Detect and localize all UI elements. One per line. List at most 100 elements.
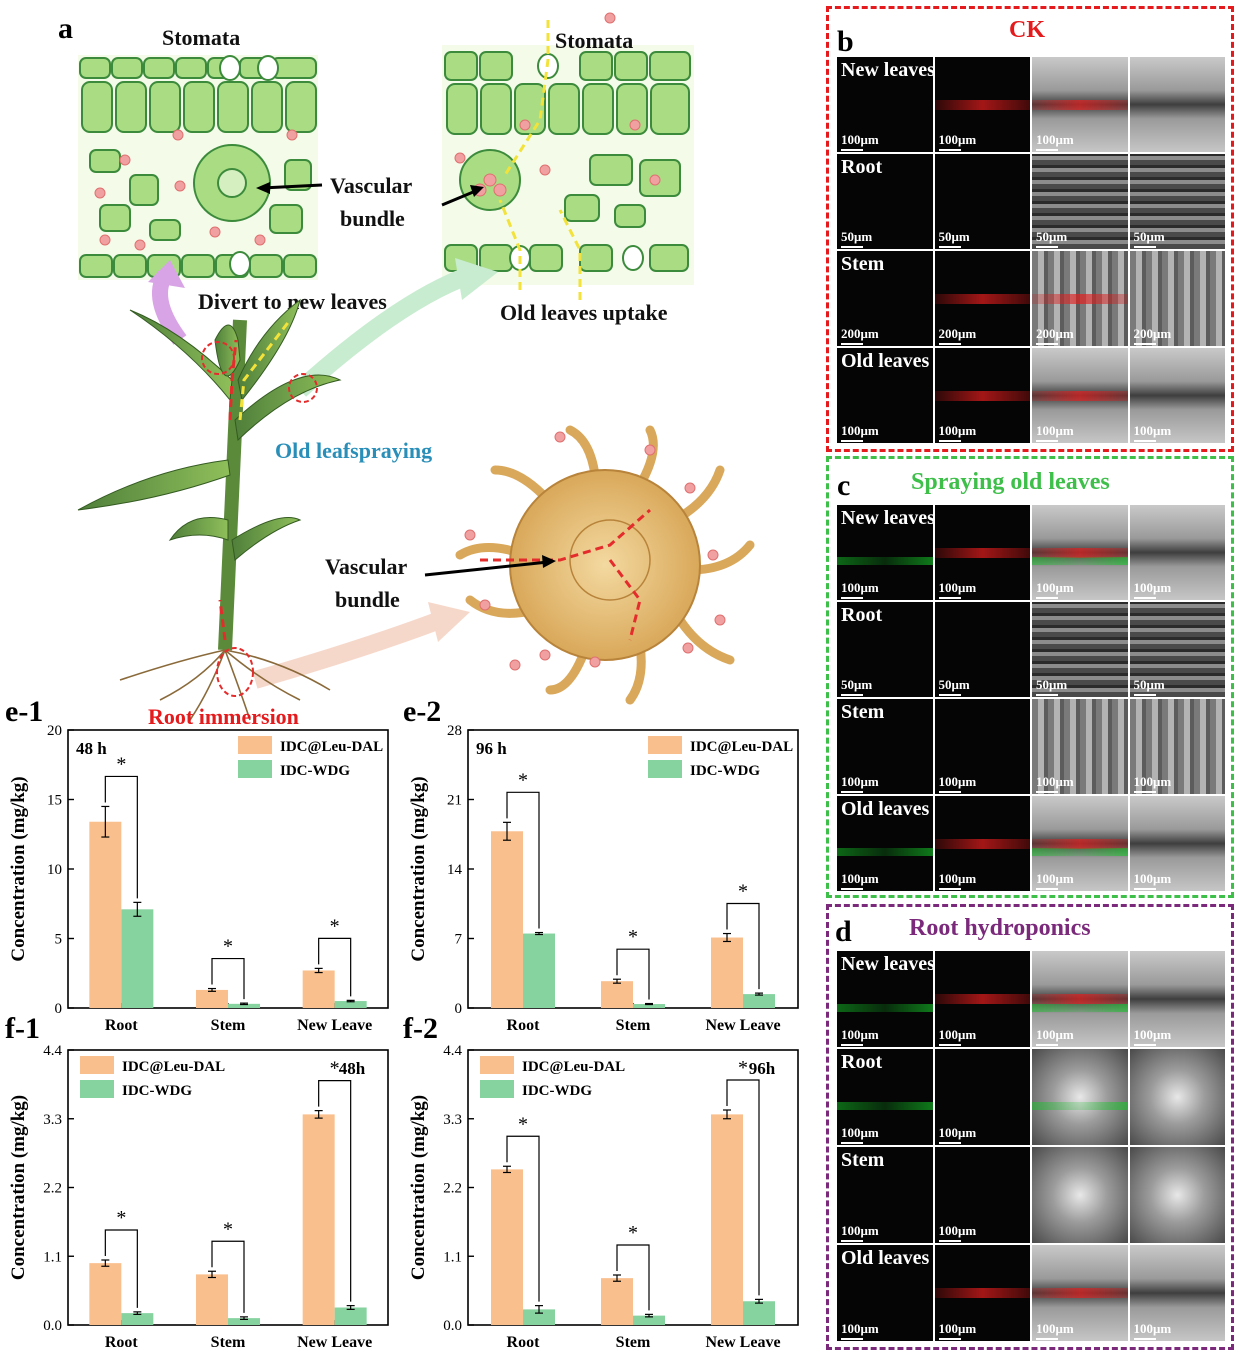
y-tick-label: 4.4 <box>43 1043 62 1059</box>
scale-bar: 100μm <box>938 774 977 793</box>
y-tick-label: 2.2 <box>443 1181 462 1197</box>
time-annotation: 96h <box>749 1059 776 1078</box>
x-tick-label: Stem <box>616 1334 651 1351</box>
x-tick-label: New Leave <box>297 1017 372 1034</box>
bar-1-2 <box>743 1301 775 1325</box>
micrograph-b-r4-c4: 100μm <box>1129 348 1225 443</box>
micrograph-c-r2-c4: 50μm <box>1129 602 1225 697</box>
micrograph-c-r4-c4: 100μm <box>1129 796 1225 891</box>
red-fluorescence <box>934 838 1030 849</box>
micrograph-b-r1-c1: New leaves 100μm <box>837 57 933 152</box>
micrograph-c-r2-c1: Root 50μm <box>837 602 933 697</box>
plant-uptake-illustration: Stomata Stomata Vascular bundle Divert t… <box>77 12 755 729</box>
y-tick-label: 2.2 <box>43 1181 62 1197</box>
micro-row-label: Old leaves <box>841 1247 930 1269</box>
green-fluorescence <box>837 1003 933 1012</box>
scale-bar: 100μm <box>841 1321 879 1340</box>
micrograph-c-r2-c3: 50μm <box>1032 602 1128 697</box>
legend-label: IDC-WDG <box>522 1083 592 1099</box>
significance-bracket <box>616 948 650 1000</box>
micrograph-b-r3-c4: 200μm <box>1129 251 1225 346</box>
red-fluorescence <box>934 99 1030 110</box>
significance-bracket <box>104 775 138 899</box>
scale-bar: 100μm <box>1133 871 1172 890</box>
micrograph-c-r4-c2: 100μm <box>934 796 1030 891</box>
panel-label-e2: e-2 <box>403 695 442 728</box>
micro-row-label: New leaves <box>841 59 933 81</box>
green-fluorescence <box>1032 557 1128 566</box>
micrograph-d-r2-c1: Root 100μm <box>837 1049 933 1145</box>
bar-0-0 <box>89 821 122 1008</box>
x-tick-label: New Leave <box>297 1334 372 1351</box>
scale-bar: 100μm <box>841 1125 879 1144</box>
scale-bar: 100μm <box>1133 423 1172 442</box>
bar-1-0 <box>523 1309 555 1325</box>
panel-label-f2: f-2 <box>403 1012 438 1045</box>
scale-bar: 100μm <box>1036 871 1074 890</box>
significance-star: * <box>223 1218 233 1240</box>
bar-0-0 <box>89 1263 122 1325</box>
y-tick-label: 0 <box>55 1001 63 1017</box>
scale-bar: 50μm <box>938 229 970 248</box>
vascular-label-top-2: bundle <box>340 206 405 231</box>
scale-bar: 100μm <box>841 423 879 442</box>
x-tick-label: Root <box>105 1334 139 1351</box>
micrograph-b-r3-c2: 200μm <box>934 251 1030 346</box>
micro-row-label: Old leaves <box>841 798 930 820</box>
time-annotation: 48 h <box>76 739 107 758</box>
significance-bracket <box>318 1080 352 1302</box>
significance-star: * <box>628 926 638 948</box>
micrograph-b-r4-c2: 100μm <box>934 348 1030 443</box>
significance-star: * <box>628 1222 638 1244</box>
bar-1-0 <box>523 933 555 1008</box>
panel-b-title: CK <box>1009 17 1045 43</box>
bar-1-2 <box>334 1001 367 1008</box>
spraying-label: Old leafspraying <box>275 438 432 463</box>
scale-bar: 100μm <box>938 132 977 151</box>
bar-1-1 <box>228 1003 260 1008</box>
y-tick-label: 21 <box>447 793 462 809</box>
legend-label: IDC@Leu-DAL <box>122 1059 225 1075</box>
bar-0-2 <box>302 1114 335 1325</box>
significance-star: * <box>330 915 340 937</box>
bar-1-1 <box>633 1004 665 1008</box>
red-fluorescence <box>934 293 1030 304</box>
chart-e1: 0 5 10 15 20 Concentration (mg/kg) Root * Stem * N… <box>8 723 389 1034</box>
micro-row-label: Root <box>841 1051 883 1073</box>
bar-1-1 <box>228 1318 260 1325</box>
y-tick-label: 10 <box>47 862 62 878</box>
micrograph-b-r3-c1: Stem 200μm <box>837 251 933 346</box>
y-tick-label: 3.3 <box>443 1112 462 1128</box>
legend-swatch <box>480 1080 514 1098</box>
significance-star: * <box>518 769 528 791</box>
scale-bar: 50μm <box>1036 229 1068 248</box>
red-fluorescence <box>934 390 1030 401</box>
x-tick-label: Root <box>507 1334 541 1351</box>
scale-bar: 200μm <box>841 326 879 345</box>
bar-0-1 <box>601 981 633 1008</box>
y-tick-label: 28 <box>447 723 462 739</box>
significance-bracket <box>506 1135 540 1302</box>
panel-label-f1: f-1 <box>5 1012 40 1045</box>
bar-1-1 <box>633 1315 665 1325</box>
red-fluorescence <box>934 1288 1030 1299</box>
micrograph-d-r4-c2: 100μm <box>934 1245 1030 1341</box>
micrograph-d-r2-c4 <box>1129 1049 1225 1145</box>
significance-star: * <box>116 753 126 775</box>
red-fluorescence <box>1032 390 1128 401</box>
bar-1-0 <box>121 1313 154 1325</box>
bar-0-0 <box>491 1169 523 1325</box>
uptake-label: Old leaves uptake <box>500 300 668 325</box>
x-tick-label: New Leave <box>705 1017 780 1034</box>
panel-c-title: Spraying old leaves <box>911 469 1110 495</box>
scale-bar: 100μm <box>1036 774 1074 793</box>
legend-label: IDC-WDG <box>280 763 350 779</box>
y-tick-label: 15 <box>47 793 62 809</box>
red-fluorescence <box>934 994 1030 1005</box>
y-tick-label: 0 <box>455 1001 463 1017</box>
micrograph-d-r1-c1: New leaves 100μm <box>837 951 933 1047</box>
panel-c-spraying: c Spraying old leaves New leaves 100μm 100… <box>826 456 1234 898</box>
scale-bar: 200μm <box>938 326 977 345</box>
y-tick-label: 14 <box>447 862 463 878</box>
legend-swatch <box>80 1080 114 1098</box>
